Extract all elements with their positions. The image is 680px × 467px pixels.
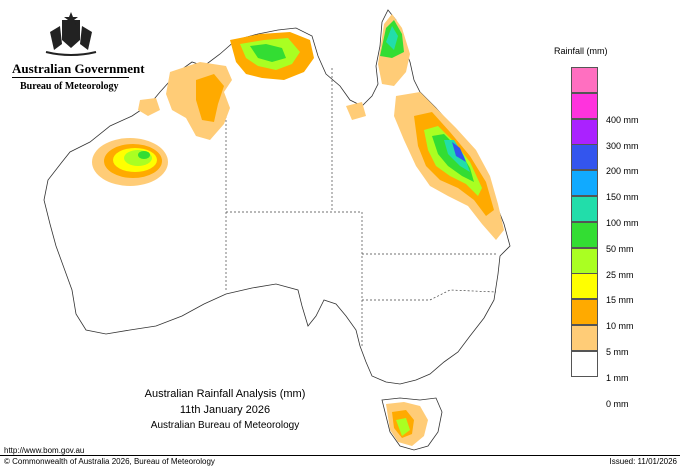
legend-label: 200 mm — [606, 166, 639, 177]
legend-label: 25 mm — [606, 269, 634, 280]
legend-swatch — [571, 92, 598, 119]
legend-swatch — [571, 325, 598, 351]
legend-swatch — [571, 67, 598, 93]
map-date: 11th January 2026 — [179, 404, 271, 416]
rainfall-north — [138, 32, 366, 140]
footer-issued: Issued: 11/01/2026 — [609, 457, 677, 466]
map-source: Australian Bureau of Meteorology — [150, 420, 300, 431]
legend-swatch — [571, 299, 598, 326]
legend-label: 300 mm — [606, 140, 639, 151]
bureau-title: Bureau of Meteorology — [20, 81, 119, 92]
rainfall-pilbara — [92, 138, 168, 186]
legend-swatch — [571, 144, 598, 171]
legend-swatch — [571, 196, 598, 222]
legend-swatch — [571, 247, 598, 274]
legend-label: 15 mm — [606, 295, 634, 306]
legend-swatch — [571, 118, 598, 145]
australia-mainland — [43, 9, 511, 385]
legend-swatch — [571, 350, 598, 377]
legend-label: 10 mm — [606, 321, 634, 332]
legend-swatch — [571, 273, 598, 300]
legend-label: 0 mm — [606, 398, 629, 409]
legend-label: 400 mm — [606, 114, 639, 125]
legend-swatch — [571, 221, 598, 248]
map-title: Australian Rainfall Analysis (mm) — [144, 388, 306, 400]
rainfall-capeyork — [378, 14, 410, 86]
footer-copyright: © Commonwealth of Australia 2026, Bureau… — [4, 457, 215, 466]
legend-label: 100 mm — [606, 218, 639, 228]
legend-label: 1 mm — [606, 372, 629, 383]
state-borders — [225, 68, 498, 346]
legend-label: 5 mm — [606, 347, 629, 357]
legend-label: 150 mm — [606, 192, 639, 203]
rainfall-qld-coast — [394, 92, 504, 240]
legend-title: Rainfall (mm) — [554, 46, 608, 56]
government-crest — [40, 12, 102, 58]
legend-swatch — [571, 170, 598, 197]
footer-divider — [0, 455, 680, 456]
header-divider — [12, 77, 129, 78]
rainfall-tasmania — [386, 402, 428, 446]
legend-label: 50 mm — [606, 243, 634, 254]
footer-url[interactable]: http://www.bom.gov.au — [4, 446, 85, 455]
government-title: Australian Government — [12, 61, 145, 76]
